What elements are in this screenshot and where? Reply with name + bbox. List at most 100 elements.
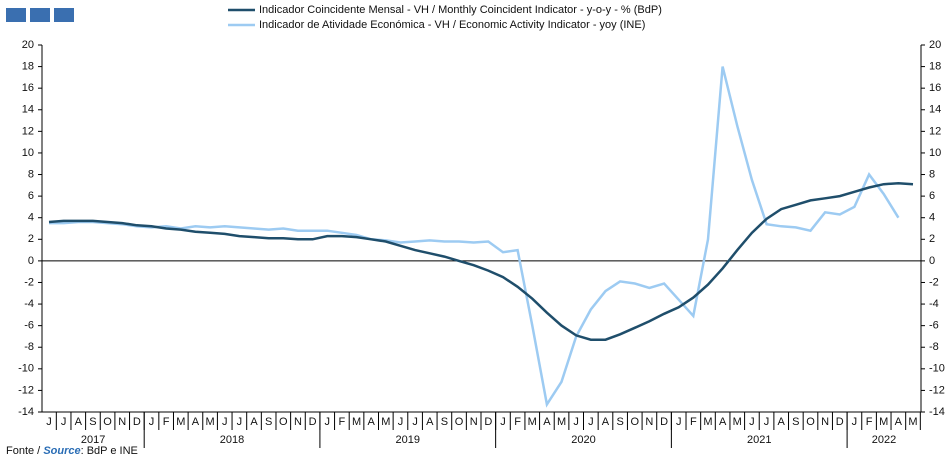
y2-tick-label: -8	[929, 341, 939, 353]
x-tick-label: A	[543, 416, 551, 428]
legend-label: Indicador de Atividade Económica - VH / …	[259, 19, 645, 31]
y-tick-label: 0	[28, 255, 34, 267]
y-tick-label: 12	[22, 125, 34, 137]
x-tick-label: A	[778, 416, 786, 428]
y-tick-label: 20	[22, 39, 34, 51]
y-tick-label: -2	[24, 276, 34, 288]
x-tick-label: A	[250, 416, 258, 428]
logo-square	[30, 8, 50, 22]
x-tick-label: S	[89, 416, 96, 428]
x-tick-label: M	[176, 416, 185, 428]
x-tick-label: N	[645, 416, 653, 428]
year-label: 2020	[571, 434, 595, 446]
y2-tick-label: 12	[929, 125, 941, 137]
x-tick-label: A	[367, 416, 375, 428]
x-tick-label: A	[75, 416, 83, 428]
y-tick-label: 4	[28, 212, 34, 224]
x-tick-label: M	[205, 416, 214, 428]
x-tick-label: J	[749, 416, 755, 428]
x-tick-label: M	[879, 416, 888, 428]
x-tick-label: S	[441, 416, 448, 428]
x-tick-label: J	[764, 416, 770, 428]
x-tick-label: D	[484, 416, 492, 428]
x-tick-label: A	[719, 416, 727, 428]
y2-tick-label: -10	[929, 363, 945, 375]
x-tick-label: J	[61, 416, 67, 428]
x-tick-label: N	[821, 416, 829, 428]
year-label: 2022	[872, 434, 896, 446]
y-tick-label: -6	[24, 320, 34, 332]
x-tick-label: F	[690, 416, 697, 428]
x-tick-label: M	[381, 416, 390, 428]
y-tick-label: 6	[28, 190, 34, 202]
x-tick-label: J	[149, 416, 155, 428]
y-tick-label: 14	[22, 104, 34, 116]
source-pt: Fonte /	[6, 445, 41, 457]
x-tick-label: D	[133, 416, 141, 428]
y2-tick-label: 2	[929, 233, 935, 245]
x-tick-label: J	[398, 416, 404, 428]
x-tick-label: J	[412, 416, 418, 428]
y2-tick-label: 16	[929, 82, 941, 94]
x-tick-label: M	[703, 416, 712, 428]
x-tick-label: J	[852, 416, 858, 428]
x-tick-label: O	[103, 416, 112, 428]
x-tick-label: S	[265, 416, 272, 428]
x-tick-label: M	[908, 416, 917, 428]
y2-tick-label: 20	[929, 39, 941, 51]
y-tick-label: 2	[28, 233, 34, 245]
x-tick-label: S	[616, 416, 623, 428]
x-tick-label: A	[895, 416, 903, 428]
x-tick-label: N	[294, 416, 302, 428]
x-tick-label: D	[836, 416, 844, 428]
y2-tick-label: 18	[929, 60, 941, 72]
y-tick-label: -10	[18, 363, 34, 375]
logo-square	[6, 8, 26, 22]
y2-tick-label: -14	[929, 406, 945, 418]
x-tick-label: A	[602, 416, 610, 428]
x-tick-label: F	[866, 416, 873, 428]
x-tick-label: M	[733, 416, 742, 428]
x-tick-label: D	[660, 416, 668, 428]
x-tick-label: N	[118, 416, 126, 428]
y-tick-label: -8	[24, 341, 34, 353]
y2-tick-label: -6	[929, 320, 939, 332]
x-tick-label: O	[279, 416, 288, 428]
y-tick-label: 16	[22, 82, 34, 94]
x-tick-label: F	[163, 416, 170, 428]
series-line	[48, 181, 914, 341]
x-tick-label: A	[192, 416, 200, 428]
x-tick-label: O	[455, 416, 464, 428]
source-en: Source	[43, 445, 80, 457]
x-tick-label: M	[557, 416, 566, 428]
y2-tick-label: 8	[929, 168, 935, 180]
logo-square	[54, 8, 74, 22]
y2-tick-label: 6	[929, 190, 935, 202]
year-label: 2019	[396, 434, 420, 446]
x-tick-label: M	[528, 416, 537, 428]
x-tick-label: J	[237, 416, 243, 428]
y2-tick-label: 0	[929, 255, 935, 267]
x-tick-label: J	[324, 416, 330, 428]
x-tick-label: D	[309, 416, 317, 428]
y-tick-label: 8	[28, 168, 34, 180]
y2-tick-label: -2	[929, 276, 939, 288]
x-tick-label: J	[222, 416, 228, 428]
x-tick-label: J	[46, 416, 52, 428]
year-label: 2017	[81, 434, 105, 446]
year-label: 2018	[220, 434, 244, 446]
year-label: 2021	[747, 434, 771, 446]
x-tick-label: S	[792, 416, 799, 428]
source-note: Fonte / Source: BdP e INE	[6, 445, 138, 457]
x-tick-label: F	[339, 416, 346, 428]
x-tick-label: O	[630, 416, 639, 428]
y-tick-label: 10	[22, 147, 34, 159]
x-tick-label: J	[588, 416, 594, 428]
y2-tick-label: -12	[929, 384, 945, 396]
x-tick-label: M	[352, 416, 361, 428]
y2-tick-label: -4	[929, 298, 939, 310]
x-tick-label: J	[500, 416, 506, 428]
legend-label: Indicador Coincidente Mensal - VH / Mont…	[259, 4, 662, 16]
y-tick-label: -4	[24, 298, 34, 310]
y2-tick-label: 10	[929, 147, 941, 159]
